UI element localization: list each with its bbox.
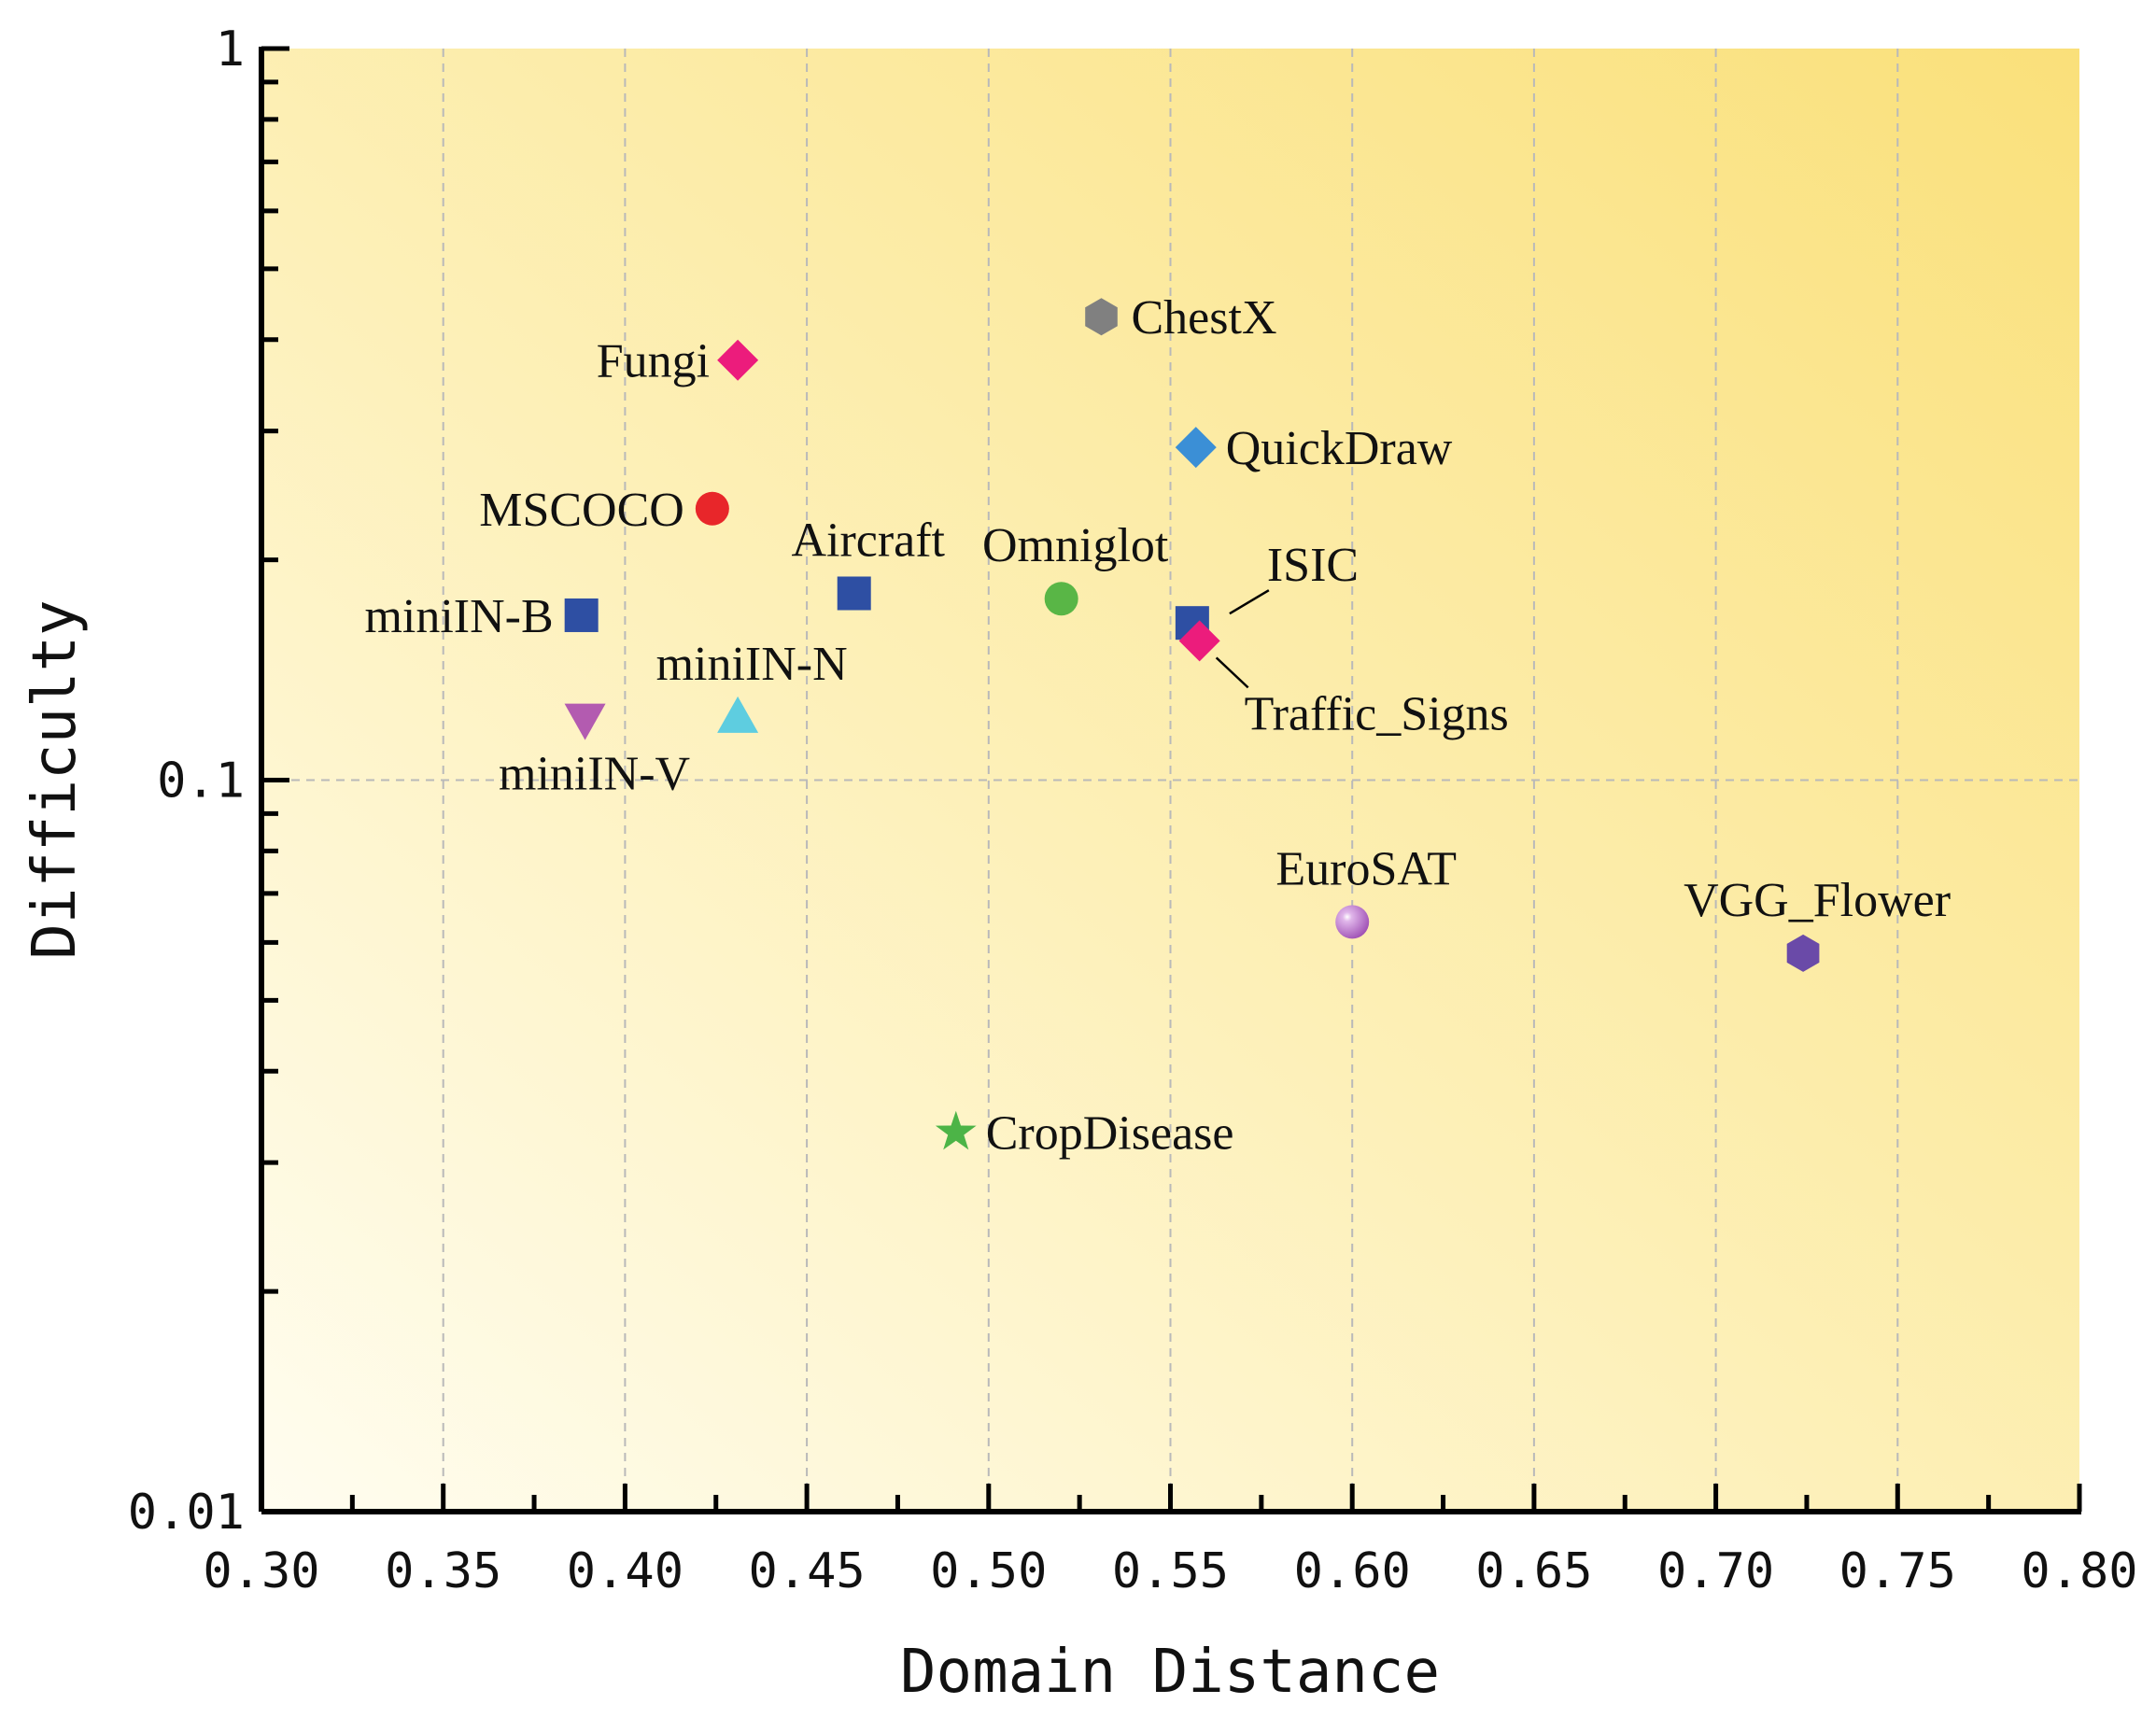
miniin-v-label: miniIN-V	[499, 748, 690, 801]
vgg-flower-label: VGG_Flower	[1684, 874, 1951, 927]
miniin-v-marker	[564, 703, 606, 740]
isic-leader-line	[1229, 589, 1270, 615]
isic-label: ISIC	[1267, 539, 1359, 592]
x-tick-label: 0.50	[930, 1543, 1047, 1599]
traffic-signs-marker	[1178, 620, 1220, 662]
data-markers	[564, 298, 1820, 1150]
mscoco-label: MSCOCO	[479, 484, 684, 537]
x-tick-label: 0.55	[1112, 1543, 1229, 1599]
quickdraw-marker	[1175, 427, 1217, 469]
mscoco-marker	[695, 491, 729, 526]
x-tick-label: 0.75	[1839, 1543, 1956, 1599]
x-axis-title: Domain Distance	[900, 1638, 1440, 1707]
chestx-label: ChestX	[1132, 291, 1277, 345]
y-tick-labels: 0.01 0.1 1	[128, 21, 245, 1541]
omniglot-label: Omniglot	[982, 519, 1169, 572]
grid-lines	[261, 49, 2079, 1512]
x-tick-label: 0.80	[2021, 1543, 2137, 1599]
x-tick-label: 0.35	[385, 1543, 501, 1599]
y-tick-label: 1	[216, 21, 245, 77]
omniglot-marker	[1044, 582, 1078, 616]
y-axis-title: Difficulty	[21, 599, 90, 959]
x-tick-labels: 0.30 0.35 0.40 0.45 0.50 0.55 0.60 0.65 0.70 0.75…	[203, 1543, 2137, 1599]
vgg-flower-marker	[1786, 934, 1820, 972]
aircraft-label: Aircraft	[791, 514, 945, 567]
fungi-label: Fungi	[597, 335, 710, 388]
point-labels: ChestX Fungi QuickDraw MSCOCO Aircraft Omnigl…	[364, 291, 1951, 1161]
y-tick-label: 0.01	[128, 1485, 245, 1541]
miniin-n-label: miniIN-N	[656, 638, 848, 691]
x-tick-label: 0.45	[748, 1543, 865, 1599]
traffic-signs-leader-line	[1215, 656, 1249, 689]
x-tick-label: 0.40	[567, 1543, 683, 1599]
cropdisease-label: CropDisease	[986, 1107, 1234, 1161]
traffic-signs-label: Traffic_Signs	[1245, 687, 1509, 740]
x-tick-label: 0.30	[203, 1543, 319, 1599]
x-tick-label: 0.60	[1294, 1543, 1411, 1599]
eurosat-marker	[1335, 905, 1370, 939]
y-tick-label: 0.1	[157, 753, 245, 810]
x-tick-label: 0.65	[1475, 1543, 1592, 1599]
cropdisease-marker	[935, 1110, 977, 1150]
chestx-marker	[1085, 298, 1118, 336]
miniin-n-marker	[717, 696, 759, 733]
eurosat-label: EuroSAT	[1275, 842, 1457, 895]
x-tick-label: 0.70	[1657, 1543, 1774, 1599]
quickdraw-label: QuickDraw	[1226, 422, 1453, 475]
aircraft-marker	[837, 576, 871, 611]
leader-lines	[1215, 589, 1270, 689]
fungi-marker	[717, 339, 759, 381]
miniin-b-marker	[564, 598, 599, 632]
axes	[259, 46, 2082, 1514]
miniin-b-label: miniIN-B	[364, 590, 553, 643]
